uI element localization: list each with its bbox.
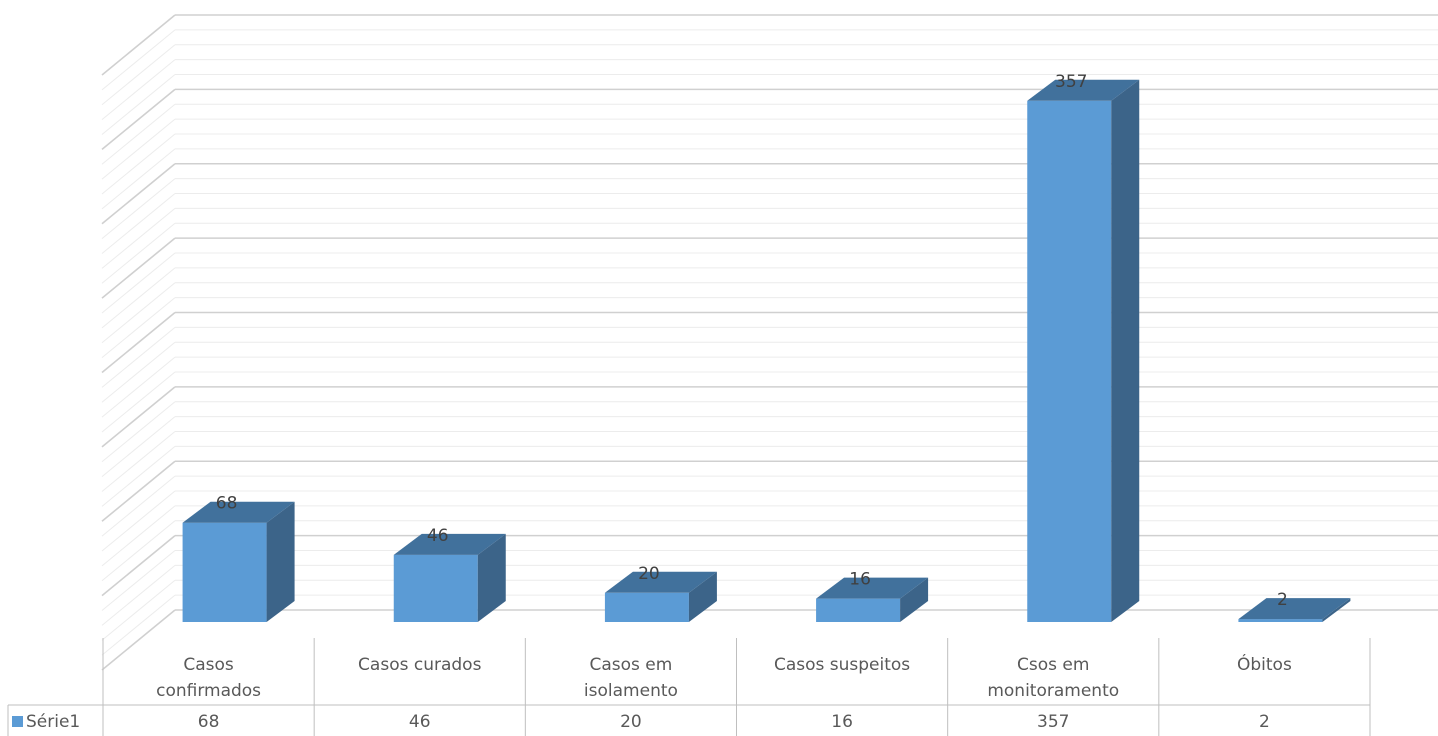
- category-label: Casos confirmados: [156, 655, 261, 701]
- legend-swatch-serie1: [12, 716, 23, 727]
- side-gridline: [101, 431, 176, 492]
- data-label: 46: [427, 526, 449, 546]
- table-value: 20: [620, 712, 642, 732]
- side-gridline: [101, 133, 176, 195]
- side-gridline: [101, 163, 176, 225]
- bar-front: [182, 522, 267, 622]
- side-gridline: [101, 594, 176, 656]
- bar-side: [1322, 598, 1351, 622]
- gridlines: [101, 14, 1438, 671]
- bars: [182, 79, 1351, 622]
- bar-top: [1238, 598, 1351, 620]
- table-value: 46: [409, 712, 431, 732]
- bar-top: [393, 533, 506, 555]
- side-gridline: [101, 341, 176, 403]
- data-table: Casos confirmados Casos curados Casos em iso…: [7, 638, 1371, 736]
- side-gridline: [101, 74, 176, 135]
- bar-side: [477, 533, 506, 622]
- side-gridline: [101, 207, 176, 269]
- side-gridline: [101, 193, 176, 254]
- side-gridline: [101, 371, 176, 433]
- side-gridline: [101, 505, 176, 567]
- table-values: 68 46 20 16 357 2: [198, 712, 1270, 732]
- bar-front: [816, 598, 901, 622]
- side-gridline: [101, 267, 176, 329]
- side-gridline: [101, 475, 176, 537]
- bar-side: [1111, 79, 1140, 622]
- bar-side: [900, 577, 929, 622]
- bar-front: [604, 592, 689, 622]
- side-gridline: [101, 609, 176, 671]
- side-gridline: [101, 29, 176, 91]
- side-gridline: [101, 178, 176, 240]
- data-label: 357: [1055, 72, 1087, 92]
- side-gridline: [101, 520, 176, 582]
- table-value: 357: [1037, 712, 1069, 732]
- side-gridline: [101, 44, 176, 106]
- side-gridline: [101, 297, 176, 359]
- side-gridline: [101, 103, 176, 165]
- side-gridline: [101, 445, 176, 507]
- category-labels: Casos confirmados Casos curados Casos em iso…: [156, 653, 1292, 701]
- bar-front: [1027, 100, 1112, 622]
- side-gridline: [101, 490, 176, 552]
- side-gridline: [101, 386, 176, 448]
- data-label: 20: [638, 564, 660, 584]
- side-gridline: [101, 222, 176, 284]
- side-gridline: [101, 148, 176, 210]
- bar-top: [182, 501, 295, 523]
- data-label: 16: [849, 570, 871, 590]
- side-gridline: [101, 564, 176, 626]
- bar-side: [688, 571, 717, 622]
- table-value: 68: [198, 712, 220, 732]
- side-gridline: [101, 550, 176, 611]
- legend: Série1: [12, 712, 80, 732]
- bar-top: [604, 571, 717, 593]
- data-label: 2: [1277, 590, 1288, 610]
- data-label: 68: [216, 494, 238, 514]
- category-label: Casos em isolamento: [584, 655, 678, 701]
- data-labels: 68 46 20 16 357 2: [216, 72, 1288, 610]
- category-label: Casos curados: [358, 655, 482, 675]
- legend-label-serie1: Série1: [26, 712, 80, 732]
- side-gridline: [101, 252, 176, 314]
- side-gridline: [101, 356, 176, 418]
- side-gridline: [101, 14, 176, 76]
- bar-front: [1238, 619, 1323, 622]
- table-value: 2: [1259, 712, 1270, 732]
- side-gridline: [101, 579, 176, 641]
- bar-front: [393, 554, 478, 622]
- side-gridline: [101, 416, 176, 478]
- bar-top: [816, 577, 929, 599]
- table-value: 16: [831, 712, 853, 732]
- side-gridline: [101, 59, 176, 121]
- side-gridline: [101, 401, 176, 463]
- side-gridline: [101, 311, 176, 374]
- side-gridline: [101, 535, 176, 597]
- category-label: Óbitos: [1237, 653, 1292, 675]
- side-gridline: [101, 118, 176, 180]
- side-gridline: [101, 88, 176, 150]
- bar-side: [266, 501, 295, 622]
- side-gridline: [101, 282, 176, 344]
- category-label: Casos suspeitos: [774, 655, 910, 675]
- side-gridline: [101, 237, 176, 299]
- side-gridline: [101, 326, 176, 388]
- data-table-grid: [7, 638, 1371, 736]
- side-gridline: [101, 460, 176, 522]
- bar-top: [1027, 79, 1140, 101]
- category-label: Csos em monitoramento: [987, 655, 1119, 701]
